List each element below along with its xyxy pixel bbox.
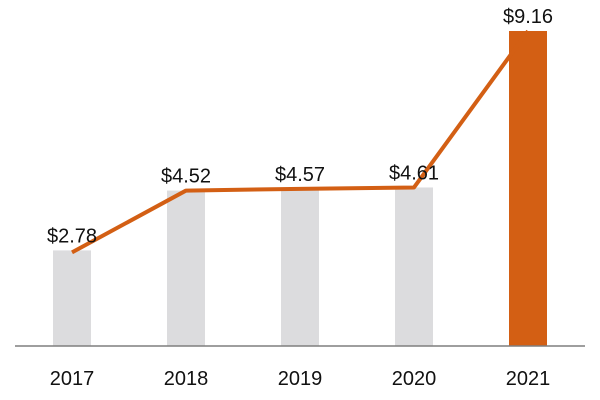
bar-2019: [281, 188, 319, 346]
x-tick-2017: 2017: [50, 368, 95, 390]
trend-line: [71, 29, 530, 255]
data-label-2020: $4.61: [389, 162, 439, 184]
x-tick-2021: 2021: [506, 368, 551, 390]
bar-2018: [167, 190, 205, 346]
x-tick-2018: 2018: [164, 368, 209, 390]
data-label-2017: $2.78: [47, 225, 97, 247]
data-label-2021: $9.16: [503, 6, 553, 28]
x-tick-2019: 2019: [278, 368, 323, 390]
data-label-2018: $4.52: [161, 166, 211, 188]
data-label-2019: $4.57: [275, 164, 325, 186]
bar-2017: [53, 250, 91, 346]
bar-2020: [395, 187, 433, 346]
x-tick-labels-group: 2017 2018 2019 2020 2021: [50, 368, 551, 390]
data-labels-group: $2.78 $4.52 $4.57 $4.61 $9.16: [47, 6, 553, 247]
bar-2021: [509, 31, 547, 346]
bars-group: [53, 31, 547, 346]
x-tick-2020: 2020: [392, 368, 437, 390]
